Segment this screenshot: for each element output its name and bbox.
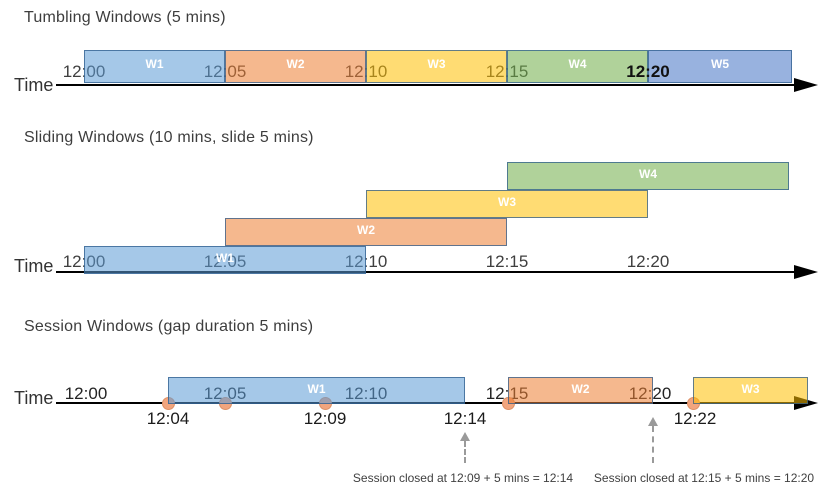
tumbling-section-title: Tumbling Windows (5 mins) <box>24 9 226 26</box>
sliding-window-w2: W2 <box>225 218 507 246</box>
session-close-arrow-head-1214 <box>460 432 470 441</box>
sliding-window-w1-label: W1 <box>216 251 234 265</box>
tumbling-window-w5: W5 <box>648 50 792 83</box>
session-close-note-1214: Session closed at 12:09 + 5 mins = 12:14 <box>352 471 574 485</box>
sliding-window-w4: W4 <box>507 162 789 190</box>
tumbling-window-w4-label: W4 <box>568 57 587 72</box>
sliding-window-w4-label: W4 <box>639 167 657 181</box>
session-window-w1: W1 <box>168 377 465 404</box>
sliding-section-title: Sliding Windows (10 mins, slide 5 mins) <box>24 129 314 146</box>
tumbling-window-w1-label: W1 <box>145 57 164 72</box>
session-section-title: Session Windows (gap duration 5 mins) <box>24 318 314 335</box>
tumbling-tick-1220: 12:20 <box>626 62 670 81</box>
tumbling-window-w4: W4 <box>507 50 648 83</box>
sliding-time-axis-label: Time <box>14 256 54 276</box>
session-tick-1200: 12:00 <box>64 384 108 403</box>
tumbling-window-w3: W3 <box>366 50 507 83</box>
session-window-w3-label: W3 <box>741 381 760 396</box>
sliding-tick-1220: 12:20 <box>626 252 670 271</box>
sliding-window-w2-label: W2 <box>357 223 375 237</box>
session-window-w2: W2 <box>508 377 653 404</box>
tumbling-window-w5-label: W5 <box>711 57 729 72</box>
tumbling-time-axis-arrowhead <box>794 77 818 92</box>
event-label-1204: 12:04 <box>146 409 190 428</box>
event-label-1209: 12:09 <box>303 409 347 428</box>
tumbling-window-w1: W1 <box>84 50 225 83</box>
sliding-time-axis-arrowhead <box>794 264 818 279</box>
sliding-window-w3: W3 <box>366 190 648 218</box>
tumbling-window-w3-label: W3 <box>427 57 446 72</box>
tumbling-window-w2-label: W2 <box>286 57 305 72</box>
session-close-note-1220: Session closed at 12:15 + 5 mins = 12:20 <box>593 471 815 485</box>
session-window-w1-label: W1 <box>307 381 326 396</box>
tumbling-window-w2: W2 <box>225 50 366 83</box>
session-close-arrow-head-1220 <box>648 417 658 426</box>
event-label-1222: 12:22 <box>673 409 717 428</box>
session-window-w2-label: W2 <box>571 381 590 396</box>
sliding-window-w3-label: W3 <box>498 195 516 209</box>
sliding-tick-1215: 12:15 <box>485 252 529 271</box>
session-close-arrow-line-1214 <box>464 441 466 463</box>
event-label-1214: 12:14 <box>443 409 487 428</box>
session-time-axis-label: Time <box>14 388 54 408</box>
tumbling-time-axis-label: Time <box>14 75 54 95</box>
tumbling-time-axis-line <box>56 84 798 87</box>
session-close-arrow-line-1220 <box>652 426 654 463</box>
session-window-w3: W3 <box>693 377 808 404</box>
sliding-window-w1: W1 <box>84 246 366 274</box>
sliding-time-axis-line <box>56 271 798 274</box>
